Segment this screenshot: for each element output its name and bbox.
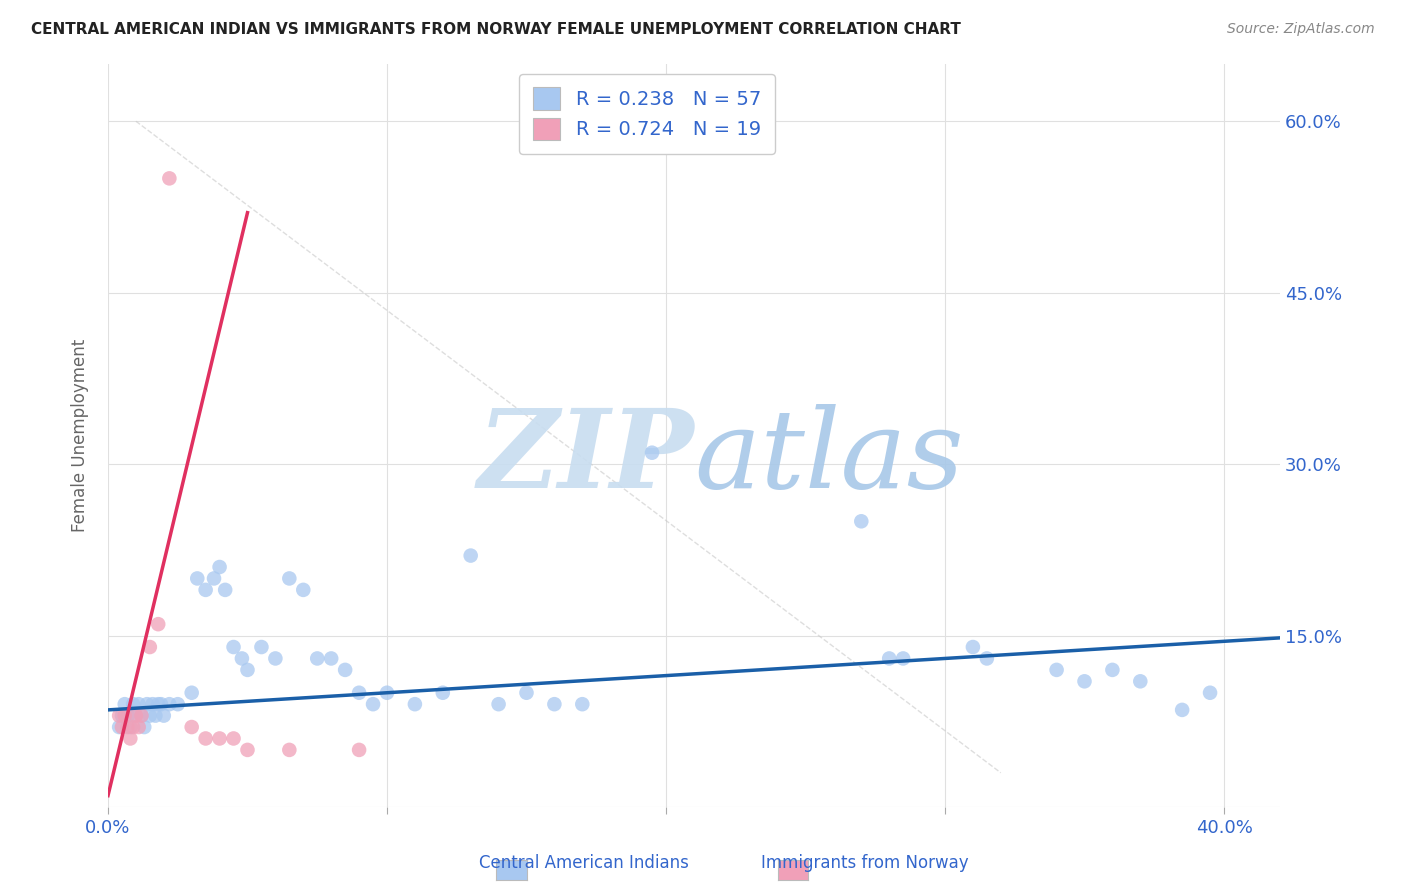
Point	[1199, 686, 1222, 700]
Point	[278, 743, 301, 757]
Point	[264, 651, 287, 665]
Legend: R = 0.238   N = 57, R = 0.724   N = 19: R = 0.238 N = 57, R = 0.724 N = 19	[519, 74, 775, 153]
Point	[1073, 674, 1095, 689]
Point	[236, 663, 259, 677]
Point	[122, 697, 145, 711]
Point	[962, 640, 984, 654]
Point	[128, 720, 150, 734]
Point	[208, 560, 231, 574]
Point	[292, 582, 315, 597]
Point	[432, 686, 454, 700]
Point	[333, 663, 356, 677]
Text: Source: ZipAtlas.com: Source: ZipAtlas.com	[1227, 22, 1375, 37]
Point	[152, 708, 174, 723]
Text: Central American Indians: Central American Indians	[478, 855, 689, 872]
Point	[150, 697, 173, 711]
Text: CENTRAL AMERICAN INDIAN VS IMMIGRANTS FROM NORWAY FEMALE UNEMPLOYMENT CORRELATIO: CENTRAL AMERICAN INDIAN VS IMMIGRANTS FR…	[31, 22, 960, 37]
Point	[231, 651, 253, 665]
Point	[125, 708, 148, 723]
Point	[180, 720, 202, 734]
Point	[222, 731, 245, 746]
Point	[111, 708, 134, 723]
Point	[208, 731, 231, 746]
Point	[543, 697, 565, 711]
Point	[404, 697, 426, 711]
Point	[117, 720, 139, 734]
Point	[976, 651, 998, 665]
Point	[122, 720, 145, 734]
Point	[108, 720, 131, 734]
Text: Immigrants from Norway: Immigrants from Norway	[761, 855, 969, 872]
Point	[877, 651, 900, 665]
Point	[114, 697, 136, 711]
Point	[131, 708, 153, 723]
Point	[347, 743, 370, 757]
Point	[571, 697, 593, 711]
Point	[117, 708, 139, 723]
Point	[120, 731, 142, 746]
Point	[347, 686, 370, 700]
Point	[250, 640, 273, 654]
Text: ZIP: ZIP	[477, 404, 695, 512]
Point	[139, 640, 162, 654]
Point	[134, 720, 156, 734]
Point	[125, 708, 148, 723]
Point	[1171, 703, 1194, 717]
Point	[139, 708, 162, 723]
Point	[157, 697, 180, 711]
Point	[460, 549, 482, 563]
Point	[194, 582, 217, 597]
Point	[236, 743, 259, 757]
Point	[180, 686, 202, 700]
Point	[186, 571, 208, 585]
Point	[321, 651, 343, 665]
Point	[361, 697, 384, 711]
Point	[166, 697, 188, 711]
Y-axis label: Female Unemployment: Female Unemployment	[72, 339, 89, 533]
Point	[278, 571, 301, 585]
Point	[515, 686, 537, 700]
Point	[202, 571, 225, 585]
Text: atlas: atlas	[695, 404, 963, 512]
Point	[641, 446, 664, 460]
Point	[214, 582, 236, 597]
Point	[136, 697, 159, 711]
Point	[1129, 674, 1152, 689]
Point	[148, 617, 170, 632]
Point	[111, 720, 134, 734]
Point	[114, 708, 136, 723]
Point	[222, 640, 245, 654]
Point	[108, 708, 131, 723]
Point	[488, 697, 510, 711]
Point	[194, 731, 217, 746]
Point	[157, 171, 180, 186]
Point	[851, 514, 873, 528]
Point	[307, 651, 329, 665]
Point	[145, 708, 167, 723]
Point	[148, 697, 170, 711]
Point	[375, 686, 398, 700]
Point	[1101, 663, 1123, 677]
Point	[120, 720, 142, 734]
Point	[891, 651, 914, 665]
Point	[1045, 663, 1067, 677]
Point	[128, 697, 150, 711]
Point	[142, 697, 165, 711]
Point	[131, 708, 153, 723]
